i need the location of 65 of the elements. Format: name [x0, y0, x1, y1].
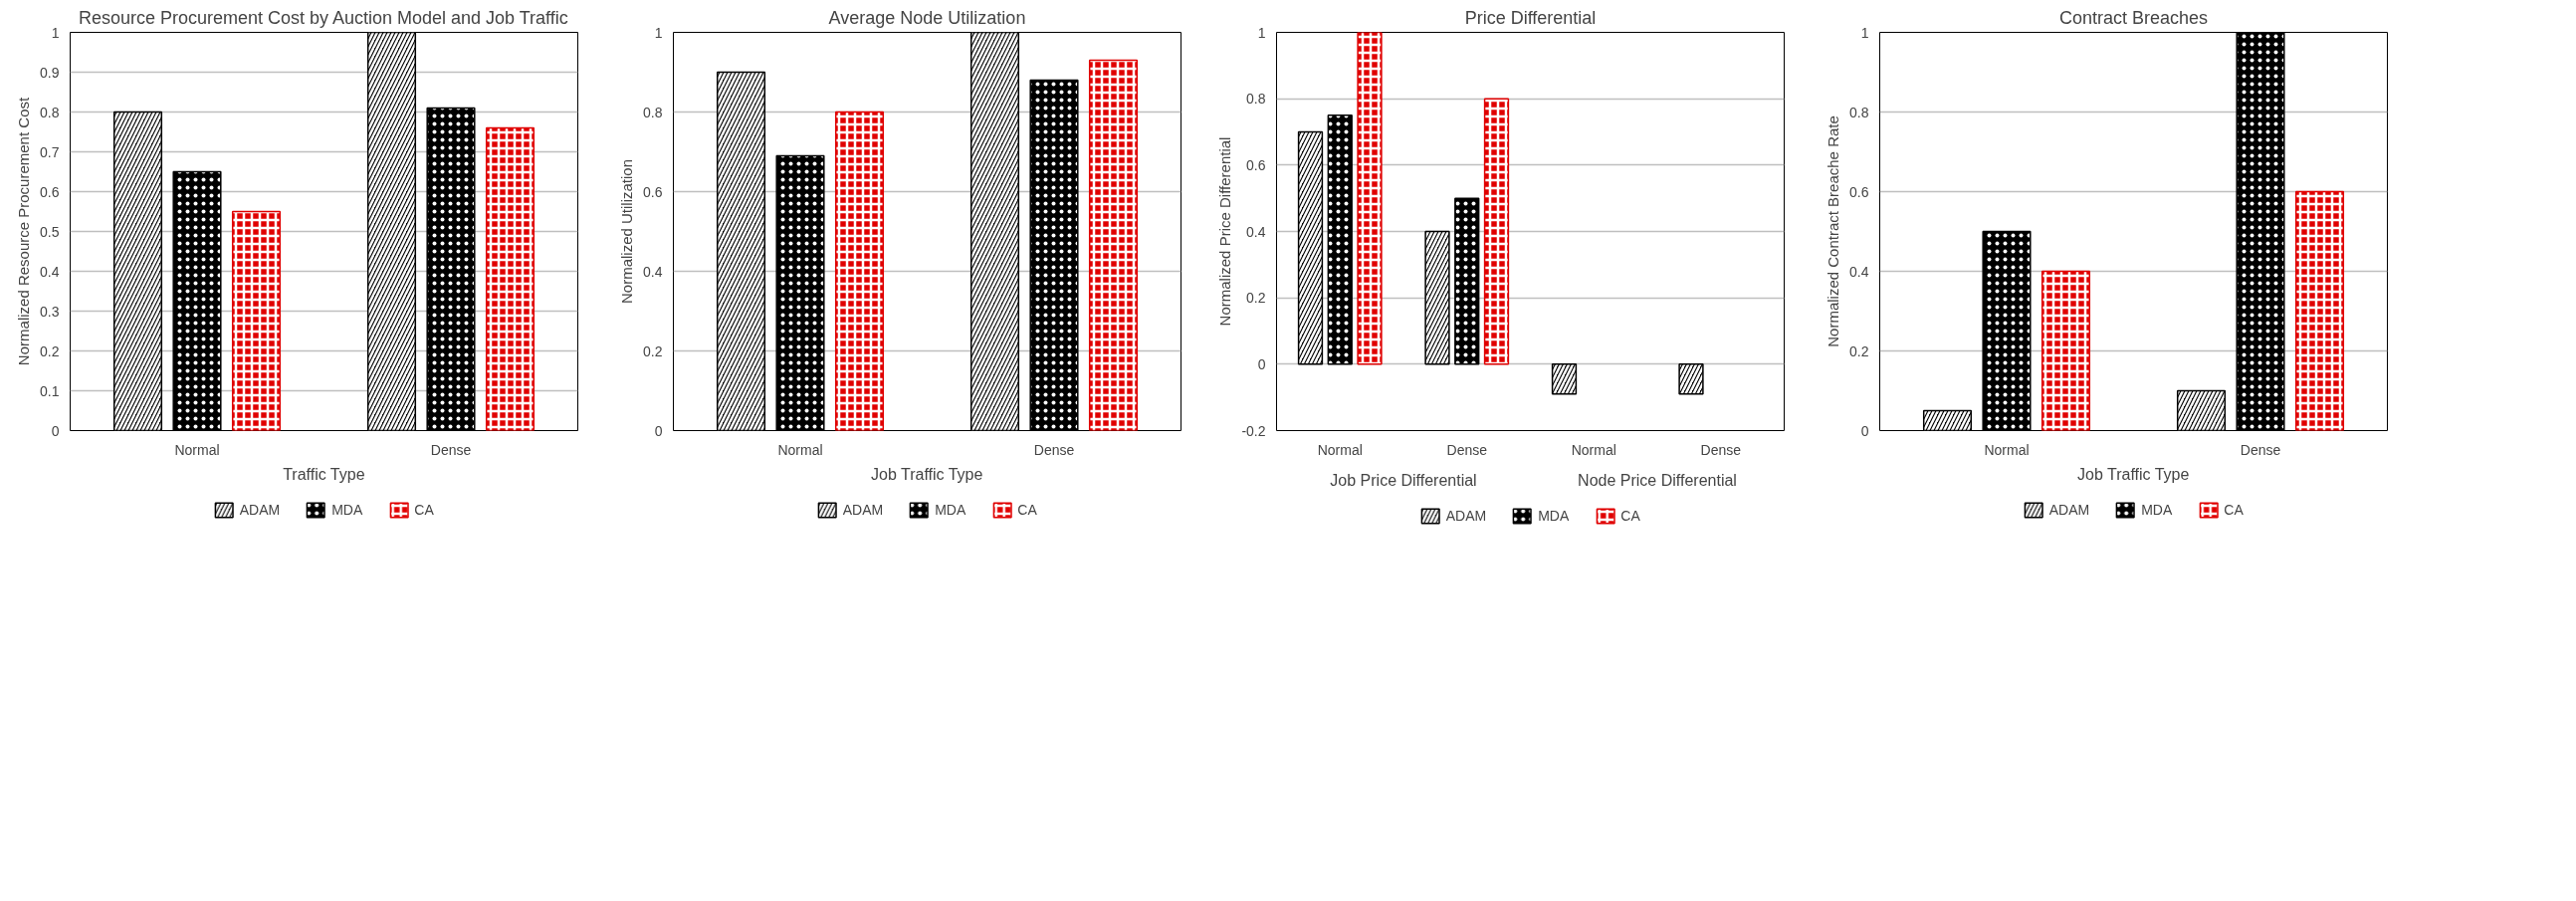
y-axis-title: Normalized Resource Procurement Cost — [15, 97, 33, 366]
y-tick-label: 0.4 — [1246, 223, 1266, 240]
x-tick-label: Dense — [1446, 441, 1488, 458]
y-tick-label: 0.8 — [643, 104, 663, 120]
y-tick-label: 0.4 — [1849, 263, 1869, 280]
text: Node Price Differential — [1578, 471, 1737, 489]
y-tick-label: 0.3 — [40, 303, 60, 320]
y-tick-label: 0.2 — [1849, 342, 1869, 359]
x-tick-label: Normal — [1984, 441, 2030, 458]
x-tick-label: Dense — [430, 441, 472, 458]
legend-label: MDA — [1538, 508, 1570, 524]
y-axis-title: Normalized Utilization — [618, 158, 636, 305]
legend-label: ADAM — [1445, 508, 1487, 524]
x-tick-label: Normal — [174, 441, 220, 458]
legend-label: MDA — [2141, 502, 2173, 518]
y-tick-label: -0.2 — [1241, 422, 1266, 439]
x-axis-title: Job Traffic Type — [871, 465, 983, 483]
y-axis-title: Normalized Contract Breache Rate — [1825, 115, 1842, 347]
y-tick-label: 0.5 — [40, 223, 60, 240]
x-tick-label: Dense — [2240, 441, 2281, 458]
y-tick-label: 0.1 — [40, 382, 60, 399]
y-tick-label: 0.2 — [40, 342, 60, 359]
y-tick-label: 0.6 — [1246, 156, 1266, 173]
y-tick-label: 1 — [1860, 24, 1869, 41]
y-tick-label: 0.9 — [40, 64, 60, 81]
y-tick-label: 0 — [51, 422, 60, 439]
text: Job Price Differential — [1330, 471, 1477, 489]
y-tick-label: 0.4 — [643, 263, 663, 280]
x-tick-label: Dense — [1033, 441, 1075, 458]
legend-label: CA — [1017, 502, 1038, 518]
legend-label: CA — [2224, 502, 2245, 518]
chart-title: Contract Breaches — [2058, 7, 2209, 28]
x-tick-label: Normal — [777, 441, 823, 458]
x-axis-title: Job Traffic Type — [2077, 465, 2190, 483]
legend-label: MDA — [331, 502, 363, 518]
y-tick-label: 0 — [654, 422, 663, 439]
y-tick-label: 0.8 — [1246, 91, 1266, 108]
y-tick-label: 0.2 — [643, 342, 663, 359]
y-tick-label: 0.7 — [40, 143, 60, 160]
chart-title: Resource Procurement Cost by Auction Model and Job Traffic — [78, 7, 568, 28]
x-tick-label: Dense — [1700, 441, 1742, 458]
y-tick-label: 0.8 — [1849, 104, 1869, 120]
y-tick-label: 0.2 — [1246, 290, 1266, 307]
y-axis-title: Normalized Price Differential — [1216, 136, 1234, 327]
y-tick-label: 1 — [654, 24, 663, 41]
chart-title: Price Differential — [1464, 7, 1597, 28]
y-tick-label: 0.6 — [1849, 183, 1869, 200]
legend-label: CA — [414, 502, 435, 518]
x-axis-title: Traffic Type — [283, 465, 365, 483]
y-tick-label: 0.4 — [40, 263, 60, 280]
y-tick-label: 1 — [51, 24, 60, 41]
legend-label: MDA — [935, 502, 966, 518]
legend-label: ADAM — [2048, 502, 2090, 518]
chart-title: Average Node Utilization — [828, 7, 1026, 28]
legend-label: ADAM — [842, 502, 884, 518]
y-tick-label: 0.8 — [40, 104, 60, 120]
y-tick-label: 0 — [1860, 422, 1869, 439]
x-tick-label: Normal — [1571, 441, 1616, 458]
legend-label: ADAM — [239, 502, 281, 518]
y-tick-label: 0.6 — [643, 183, 663, 200]
y-tick-label: 1 — [1257, 24, 1266, 41]
y-tick-label: 0 — [1257, 355, 1266, 372]
x-tick-label: Normal — [1317, 441, 1363, 458]
y-tick-label: 0.6 — [40, 183, 60, 200]
legend-label: CA — [1620, 508, 1641, 524]
